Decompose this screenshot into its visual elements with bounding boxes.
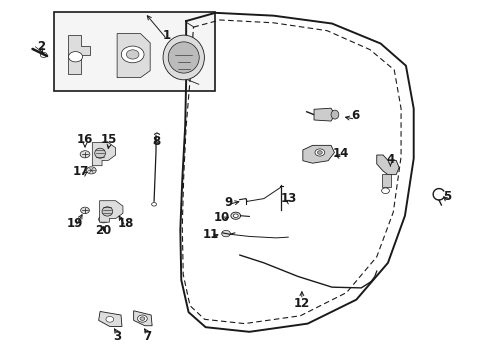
Text: 3: 3 xyxy=(113,330,121,343)
Circle shape xyxy=(221,230,230,237)
Ellipse shape xyxy=(102,207,113,216)
Text: 13: 13 xyxy=(281,192,297,205)
Circle shape xyxy=(121,46,144,63)
Circle shape xyxy=(317,151,322,154)
Circle shape xyxy=(151,203,156,206)
Circle shape xyxy=(230,212,240,219)
Text: 5: 5 xyxy=(442,190,450,203)
Circle shape xyxy=(314,149,324,156)
Circle shape xyxy=(81,207,89,213)
Text: 7: 7 xyxy=(143,330,151,343)
Text: 4: 4 xyxy=(386,153,394,166)
Polygon shape xyxy=(92,143,116,166)
Ellipse shape xyxy=(330,110,338,119)
Polygon shape xyxy=(381,174,390,187)
Polygon shape xyxy=(313,108,334,121)
Polygon shape xyxy=(100,201,122,222)
Circle shape xyxy=(137,315,147,322)
Polygon shape xyxy=(302,145,334,163)
Text: 14: 14 xyxy=(332,147,348,160)
Circle shape xyxy=(140,317,144,320)
Text: 9: 9 xyxy=(224,195,233,209)
Text: 1: 1 xyxy=(163,29,170,42)
Text: 10: 10 xyxy=(214,211,230,224)
Polygon shape xyxy=(68,35,90,74)
Circle shape xyxy=(233,214,238,217)
Circle shape xyxy=(106,316,114,322)
Circle shape xyxy=(80,151,90,158)
Ellipse shape xyxy=(95,148,105,158)
Ellipse shape xyxy=(163,35,204,80)
Polygon shape xyxy=(376,155,398,175)
Circle shape xyxy=(381,188,388,194)
Circle shape xyxy=(86,167,96,174)
Text: 2: 2 xyxy=(37,40,45,53)
Polygon shape xyxy=(99,311,122,327)
Text: 6: 6 xyxy=(350,109,359,122)
Circle shape xyxy=(40,53,47,58)
Text: 8: 8 xyxy=(152,135,160,148)
Circle shape xyxy=(101,217,106,221)
Text: 12: 12 xyxy=(293,297,309,310)
Circle shape xyxy=(126,50,139,59)
Text: 16: 16 xyxy=(77,134,93,147)
Text: 19: 19 xyxy=(67,217,83,230)
Ellipse shape xyxy=(168,42,199,73)
Polygon shape xyxy=(117,33,150,78)
Text: 20: 20 xyxy=(95,224,111,237)
Polygon shape xyxy=(133,311,152,326)
Text: 15: 15 xyxy=(101,134,117,147)
Bar xyxy=(54,12,215,91)
Text: 11: 11 xyxy=(202,228,218,241)
Text: 17: 17 xyxy=(73,165,89,177)
Circle shape xyxy=(99,216,108,223)
Circle shape xyxy=(68,51,82,62)
Text: 18: 18 xyxy=(117,217,133,230)
